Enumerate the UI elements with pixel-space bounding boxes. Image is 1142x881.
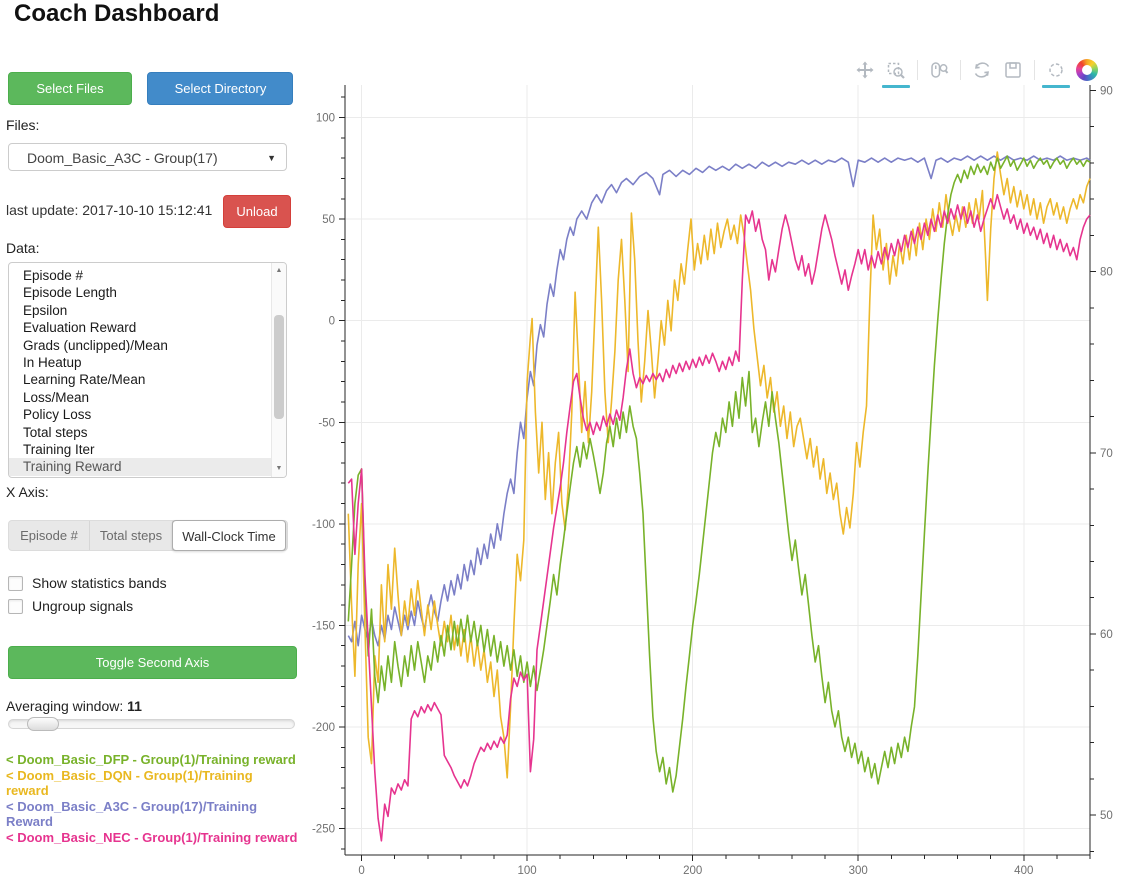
scroll-up-icon[interactable]: ▲ [275, 267, 283, 274]
toolbar-separator [960, 60, 961, 80]
x-axis-option-total-steps[interactable]: Total steps [90, 521, 173, 550]
grid-lines [345, 85, 1090, 855]
toolbar-separator [1034, 60, 1035, 80]
y-left-tick-label: 100 [316, 113, 335, 125]
series-line-doom-basic-dqn-group-1-training-reward [347, 151, 1091, 779]
averaging-window-label: Averaging window: 11 [6, 698, 142, 714]
chevron-down-icon: ▼ [267, 153, 276, 163]
checkbox-label: Ungroup signals [32, 598, 134, 614]
last-update-text: last update: 2017-10-10 15:12:41 [6, 202, 213, 218]
y-right-tick-label: 90 [1100, 85, 1113, 97]
list-item-episode-length[interactable]: Episode Length [23, 285, 117, 301]
y-right-tick-label: 60 [1100, 629, 1113, 641]
checkbox-box[interactable] [8, 598, 23, 614]
list-item-training-reward[interactable]: Training Reward [9, 458, 286, 476]
files-select-value: Doom_Basic_A3C - Group(17) [27, 150, 218, 166]
y-left-tick-label: 50 [322, 214, 335, 226]
reset-icon[interactable] [971, 59, 993, 81]
data-listbox[interactable]: Episode # Episode Length Epsilon Evaluation… [8, 262, 287, 478]
list-item-total-steps[interactable]: Total steps [23, 424, 88, 440]
axes [339, 85, 1096, 861]
x-axis-button-group: Episode # Total steps Wall-Clock Time [8, 520, 288, 551]
x-tick-label: 100 [518, 865, 537, 877]
select-files-button[interactable]: Select Files [8, 72, 132, 105]
save-icon[interactable] [1002, 59, 1024, 81]
y-right-tick-label: 70 [1100, 448, 1113, 460]
toggle-second-axis-button[interactable]: Toggle Second Axis [8, 646, 297, 679]
legend-entry-doom-basic-dfp-g[interactable]: < Doom_Basic_DFP - Group(1)/Training rew… [6, 752, 296, 767]
series-line-doom-basic-a3c-group-17-training-reward [347, 155, 1091, 647]
checkbox-box[interactable] [8, 575, 23, 591]
checkbox-show-statistics-bands[interactable]: Show statistics bands [8, 575, 167, 591]
files-label: Files: [6, 117, 40, 133]
active-tool-underline [1042, 85, 1070, 88]
x-tick-label: 0 [358, 865, 364, 877]
list-item-episode[interactable]: Episode # [23, 268, 84, 283]
files-select[interactable]: Doom_Basic_A3C - Group(17) ▼ [8, 143, 287, 171]
scrollbar-thumb[interactable] [274, 315, 284, 419]
checkbox-label: Show statistics bands [32, 575, 167, 591]
bokeh-logo [1076, 59, 1098, 81]
y-left-tick-label: -250 [312, 824, 335, 836]
x-axis-option-episode[interactable]: Episode # [9, 521, 90, 550]
data-label: Data: [6, 240, 40, 256]
select-directory-button[interactable]: Select Directory [147, 72, 294, 105]
wheel-zoom-icon[interactable] [928, 59, 950, 81]
legend-entry-doom-basic-dqn-g[interactable]: < Doom_Basic_DQN - Group(1)/Training rew… [6, 767, 253, 799]
y-right-tick-label: 50 [1100, 810, 1113, 822]
list-item-grads-unclipped-mean[interactable]: Grads (unclipped)/Mean [23, 337, 168, 353]
toolbar-separator [917, 60, 918, 80]
series-line-doom-basic-dfp-group-1-training-reward [347, 155, 1091, 793]
legend-entry-doom-basic-a3c-g[interactable]: < Doom_Basic_A3C - Group(17)/Training Re… [6, 798, 258, 830]
y-left-tick-label: -50 [318, 417, 335, 429]
x-tick-label: 400 [1014, 865, 1033, 877]
signals-legend: < Doom_Basic_DFP - Group(1)/Training rew… [6, 752, 298, 845]
y-left-tick-label: -200 [312, 722, 335, 734]
pan-icon[interactable] [854, 59, 876, 81]
list-item-training-iter[interactable]: Training Iter [23, 442, 95, 458]
data-list: Episode # Episode Length Epsilon Evaluation… [9, 267, 286, 476]
y-left-tick-label: -100 [312, 519, 335, 531]
list-item-epsilon[interactable]: Epsilon [23, 302, 68, 318]
x-axis-option-wall-clock-time[interactable]: Wall-Clock Time [172, 520, 286, 551]
axis-labels: 100 50 0 -50 -100 -150 -200 -250 90 80 70 60 50 0 100 2… [312, 85, 1113, 877]
list-item-in-heatup[interactable]: In Heatup [23, 355, 82, 371]
unload-button[interactable]: Unload [223, 195, 291, 228]
chart-svg[interactable]: 100 50 0 -50 -100 -150 -200 -250 90 80 70 60 50 0 100 2… [300, 55, 1142, 881]
list-item-loss-mean[interactable]: Loss/Mean [23, 389, 90, 405]
list-item-policy-loss[interactable]: Policy Loss [23, 407, 92, 423]
y-left-tick-label: -150 [312, 620, 335, 632]
series-line-doom-basic-nec-group-1-training-reward [347, 193, 1091, 842]
x-tick-label: 200 [683, 865, 702, 877]
checkbox-ungroup-signals[interactable]: Ungroup signals [8, 598, 133, 614]
slider-handle[interactable] [27, 717, 59, 731]
x-axis-label: X Axis: [6, 484, 49, 500]
scroll-down-icon[interactable]: ▼ [275, 465, 283, 472]
box-zoom-icon[interactable] [882, 59, 910, 88]
averaging-window-value: 11 [127, 698, 142, 714]
y-left-tick-label: 0 [329, 316, 335, 328]
file-actions: Select Files Select Directory [8, 72, 294, 105]
page-title: Coach Dashboard [14, 0, 220, 27]
active-tool-underline [882, 85, 910, 88]
y-right-tick-label: 80 [1100, 267, 1113, 279]
legend-entry-doom-basic-nec-g[interactable]: < Doom_Basic_NEC - Group(1)/Training rew… [6, 829, 298, 845]
chart-toolbar [854, 59, 1098, 89]
series-lines [347, 151, 1091, 842]
hover-icon[interactable] [1042, 59, 1070, 88]
list-item-evaluation-reward[interactable]: Evaluation Reward [23, 320, 137, 336]
listbox-scrollbar[interactable]: ▲ ▼ [271, 263, 286, 477]
x-tick-label: 300 [849, 865, 868, 877]
averaging-window-slider[interactable] [8, 717, 295, 731]
list-item-learning-rate-mean[interactable]: Learning Rate/Mean [23, 372, 146, 388]
